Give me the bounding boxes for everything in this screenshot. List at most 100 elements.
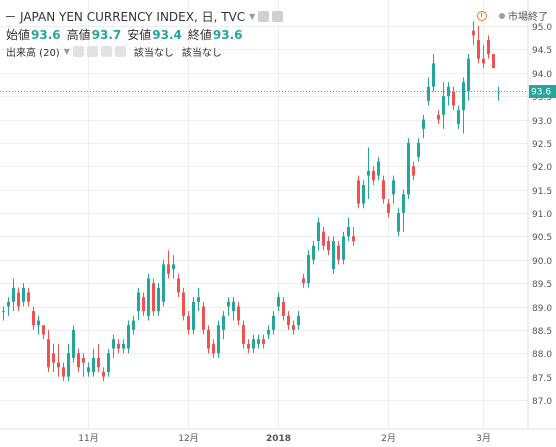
candle (482, 44, 485, 69)
candle-body (277, 297, 280, 307)
candle (467, 54, 470, 101)
y-tick-label: 93.0 (532, 117, 552, 127)
price-label-box (529, 85, 556, 98)
candle-body (337, 245, 340, 260)
candle (317, 217, 320, 251)
candle-body (72, 329, 75, 358)
volume-indicator-row[interactable]: 出来高 (20) ▼ 該当なし 該当なし (6, 44, 222, 59)
x-tick-label: 2018 (266, 434, 291, 444)
candle-body (447, 86, 450, 97)
candle (442, 82, 445, 129)
candle (222, 311, 225, 340)
x-axis-ticks[interactable]: 11月 12月 2018 2月 3月 (78, 433, 491, 444)
clock-icon[interactable] (477, 10, 487, 21)
x-tick-label: 11月 (78, 433, 98, 444)
candle (207, 325, 210, 354)
candle-body (177, 278, 180, 293)
candle (212, 339, 215, 358)
candle-body (102, 371, 105, 377)
settings-icon[interactable] (86, 46, 98, 57)
candle-body (142, 297, 145, 312)
candle (377, 156, 380, 181)
candle-body (17, 292, 20, 307)
candle (87, 362, 90, 377)
candle (387, 198, 390, 218)
collapse-icon[interactable] (6, 16, 15, 17)
candle (452, 86, 455, 111)
candle-body (347, 227, 350, 237)
y-axis-ticks[interactable]: 87.0 87.5 88.0 88.5 89.0 89.5 90.0 90.5 91.0 91.5… (532, 23, 552, 407)
eye-icon[interactable] (258, 11, 270, 22)
candle-body (227, 301, 230, 307)
candle (37, 315, 40, 335)
candle-body (342, 236, 345, 260)
candle (137, 287, 140, 321)
candle-body (57, 362, 60, 368)
y-tick-label: 91.0 (532, 210, 552, 220)
candle (337, 241, 340, 265)
candle (292, 320, 295, 335)
candle (332, 236, 335, 274)
candle-body (377, 161, 380, 176)
candle-body (137, 292, 140, 312)
eye-icon[interactable] (72, 46, 84, 57)
candle (347, 217, 350, 242)
candle (272, 311, 275, 335)
candle (457, 105, 460, 129)
chevron-down-icon[interactable]: ▼ (249, 12, 256, 21)
volume-label[interactable]: 出来高 (20) (6, 48, 60, 59)
candle-body (92, 357, 95, 372)
candle (287, 311, 290, 330)
candle (92, 348, 95, 377)
candle-body (407, 142, 410, 195)
candle (397, 208, 400, 237)
y-tick-label: 92.0 (532, 163, 552, 173)
candle-body (207, 329, 210, 349)
candle (132, 315, 135, 335)
symbol-title[interactable]: JAPAN YEN CURRENCY INDEX, 日, TVC (20, 10, 246, 24)
symbol-title-row[interactable]: JAPAN YEN CURRENCY INDEX, 日, TVC ▼ (6, 8, 284, 25)
candle (427, 77, 430, 106)
candle-body (317, 222, 320, 242)
candle-body (292, 325, 295, 330)
candle-body (432, 63, 435, 87)
candle (102, 367, 105, 382)
candle (432, 54, 435, 92)
candle-body (152, 283, 155, 312)
candle-body (157, 287, 160, 312)
candle (312, 241, 315, 265)
candle (122, 339, 125, 354)
candle-body (82, 357, 85, 363)
candle-body (427, 86, 430, 101)
candle-body (352, 236, 355, 242)
candle (382, 175, 385, 204)
y-tick-label: 88.0 (532, 350, 552, 360)
market-status-label: 市場終了 (508, 12, 548, 23)
candle-body (252, 339, 255, 349)
market-status[interactable]: 市場終了 (477, 8, 548, 23)
chevron-down-icon[interactable]: ▼ (63, 47, 70, 56)
close-label: 終値 (187, 28, 212, 42)
candle-body (127, 325, 130, 349)
add-icon[interactable] (100, 46, 112, 57)
close-icon[interactable] (114, 46, 126, 57)
candle (417, 138, 420, 162)
candle (342, 231, 345, 265)
candle-body (27, 292, 30, 302)
candle-body (422, 119, 425, 129)
y-tick-label: 94.0 (532, 70, 552, 80)
candle (182, 287, 185, 321)
settings-icon[interactable] (272, 11, 284, 22)
candle (172, 255, 175, 279)
candle (247, 339, 250, 354)
candle (492, 54, 495, 69)
candle (112, 334, 115, 358)
candle-body (167, 264, 170, 274)
candle (72, 325, 75, 363)
candle-body (327, 241, 330, 251)
y-tick-label: 90.5 (532, 233, 552, 243)
candle (82, 353, 85, 377)
candle (177, 273, 180, 298)
candle-body (332, 241, 335, 270)
